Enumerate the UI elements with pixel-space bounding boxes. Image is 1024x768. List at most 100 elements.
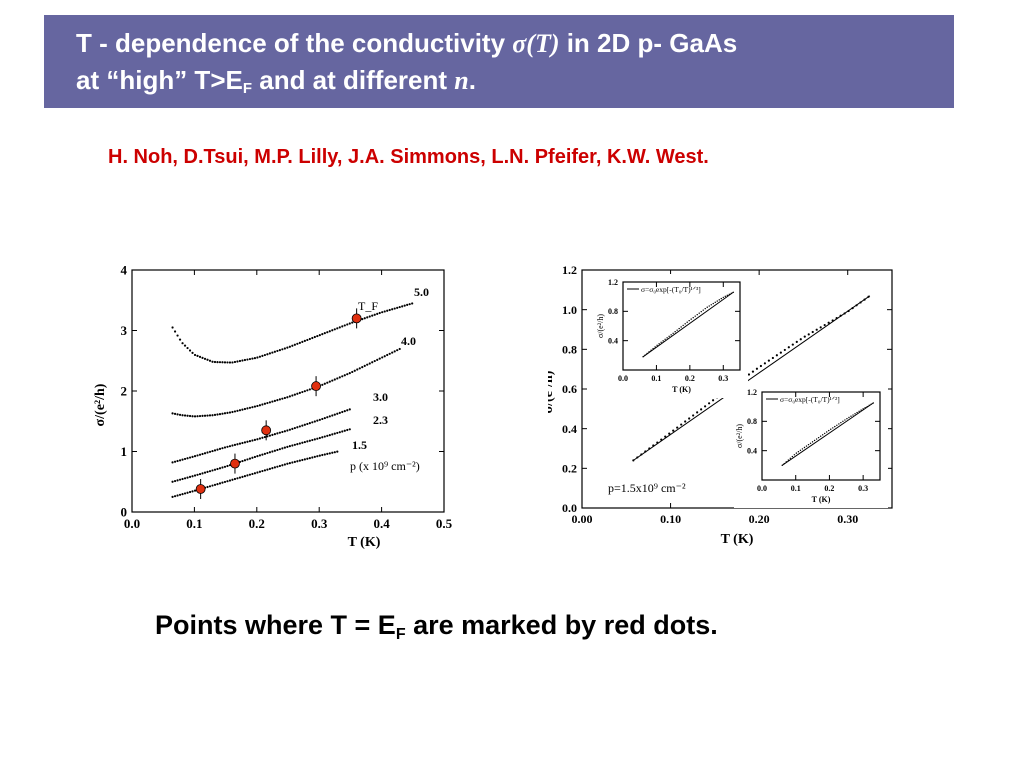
fig2-inset1-data-point xyxy=(716,300,718,302)
fig1-data-point xyxy=(271,351,274,354)
fig1-data-point xyxy=(348,428,351,431)
fig2-data-point xyxy=(664,435,667,438)
bottom-text-1: Points where T = E xyxy=(155,610,396,640)
fig1-data-point xyxy=(238,476,242,479)
fig1-data-point xyxy=(186,414,189,417)
fig1-data-point xyxy=(248,473,252,476)
fig1-data-point xyxy=(246,358,249,361)
fig2-data-point xyxy=(759,364,763,368)
fig1-data-point xyxy=(333,432,336,435)
fig2-data-point xyxy=(867,295,870,298)
fig2-inset2-data-point xyxy=(821,434,824,436)
fig1-data-point xyxy=(276,448,279,452)
fig2-inset1-data-point xyxy=(664,338,666,341)
fig1-data-point xyxy=(333,378,336,381)
fig2-inset2-data-point xyxy=(860,409,862,411)
fig2-inset2-data-point xyxy=(862,408,864,410)
fig1-data-point xyxy=(301,441,304,444)
fig1-data-point xyxy=(278,448,281,451)
fig1-data-point xyxy=(171,412,174,415)
fig2-inset1-data-point xyxy=(662,340,664,342)
fig1-data-point xyxy=(268,451,272,454)
fig1-data-point xyxy=(301,458,304,462)
fig1-data-point xyxy=(296,460,299,463)
fig2-inset2-data-point xyxy=(828,429,830,432)
fig1-data-point xyxy=(331,329,334,332)
fig1-tf-marker xyxy=(261,425,272,436)
fig2-inset1-data-point xyxy=(698,312,700,314)
fig1-data-point xyxy=(276,432,279,435)
fig1-data-point xyxy=(241,408,244,411)
fig1-data-point xyxy=(256,471,259,474)
fig1-data-point xyxy=(201,414,204,417)
fig1-data-point xyxy=(333,413,336,416)
fig1-data-point xyxy=(276,399,279,402)
fig2-inset1-data-point xyxy=(728,293,731,296)
fig1-data-point xyxy=(181,493,184,496)
fig1-data-point xyxy=(211,414,214,417)
fig2-inset2-data-point xyxy=(840,421,842,424)
fig1-data-point xyxy=(193,415,197,418)
fig1-data-point xyxy=(273,449,276,452)
fig1-data-point xyxy=(398,305,401,309)
fig1-data-point xyxy=(346,323,349,326)
fig1-data-point xyxy=(246,440,249,443)
fig1-data-point xyxy=(178,338,182,341)
fig1-data-point xyxy=(241,441,244,445)
fig1-data-point xyxy=(291,444,294,447)
fig2-data-point xyxy=(779,351,782,354)
fig1-data-point xyxy=(323,382,326,385)
fig1-data-point xyxy=(293,443,296,446)
fig1-data-point xyxy=(368,362,371,365)
fig2-inset1-data-point xyxy=(718,299,720,301)
fig1-data-point xyxy=(196,454,199,457)
fig1-data-point xyxy=(213,413,217,416)
fig1-data-point xyxy=(173,330,177,333)
fig1-data-point xyxy=(243,358,247,362)
fig1-data-point xyxy=(178,459,182,462)
fig2-inset2-data-point xyxy=(830,428,832,430)
fig1-data-point xyxy=(338,376,341,379)
fig2-inset2-data-point xyxy=(844,419,846,421)
fig1-data-point xyxy=(346,428,349,432)
fig1-data-point xyxy=(198,355,202,358)
fig1-data-point xyxy=(308,439,311,442)
fig1-data-point xyxy=(256,455,259,458)
fig1-data-point xyxy=(241,475,244,478)
fig1-data-point xyxy=(376,358,379,361)
fig1-data-point xyxy=(188,456,192,459)
fig1-data-point xyxy=(281,430,284,434)
fig1-data-point xyxy=(183,344,187,347)
fig1-data-point xyxy=(253,405,257,408)
fig2-inset2-data-point xyxy=(809,442,812,444)
fig1-data-point xyxy=(301,340,304,343)
fig1-data-point xyxy=(406,303,409,307)
fig1-data-point xyxy=(213,483,217,486)
fig2-inset2-data-point xyxy=(856,411,858,414)
fig2-inset2-data-point xyxy=(866,405,868,408)
fig1-data-point xyxy=(241,359,244,362)
fig1-data-point xyxy=(251,472,254,476)
fig2-inset2-x-axis-label: T (K) xyxy=(812,495,831,504)
fig1-legend-title: p (x 10⁹ cm⁻²) xyxy=(350,459,420,473)
fig2-inset2-data-point xyxy=(811,441,814,443)
bottom-sub-f: F xyxy=(395,626,406,643)
fig1-data-point xyxy=(231,478,234,481)
fig1-data-point xyxy=(211,469,214,472)
fig1-data-point xyxy=(243,441,247,444)
fig1-data-point xyxy=(186,346,189,350)
fig1-data-point xyxy=(191,455,194,458)
fig2-inset2-data-point xyxy=(791,455,794,458)
fig1-data-point xyxy=(181,477,184,481)
fig1-data-point xyxy=(311,421,314,424)
fig1-data-point xyxy=(258,355,262,358)
fig2-inset2-data-point xyxy=(807,443,810,446)
fig2-inset1-y-tick-label: 0.4 xyxy=(608,336,618,345)
fig1-data-point xyxy=(178,493,182,496)
fig1-data-point xyxy=(193,455,197,458)
fig1-data-point xyxy=(328,380,331,383)
fig1-data-point xyxy=(266,451,269,455)
fig2-inset2-data-point xyxy=(805,445,808,447)
fig1-data-point xyxy=(236,443,239,446)
fig1-data-point xyxy=(213,360,217,364)
